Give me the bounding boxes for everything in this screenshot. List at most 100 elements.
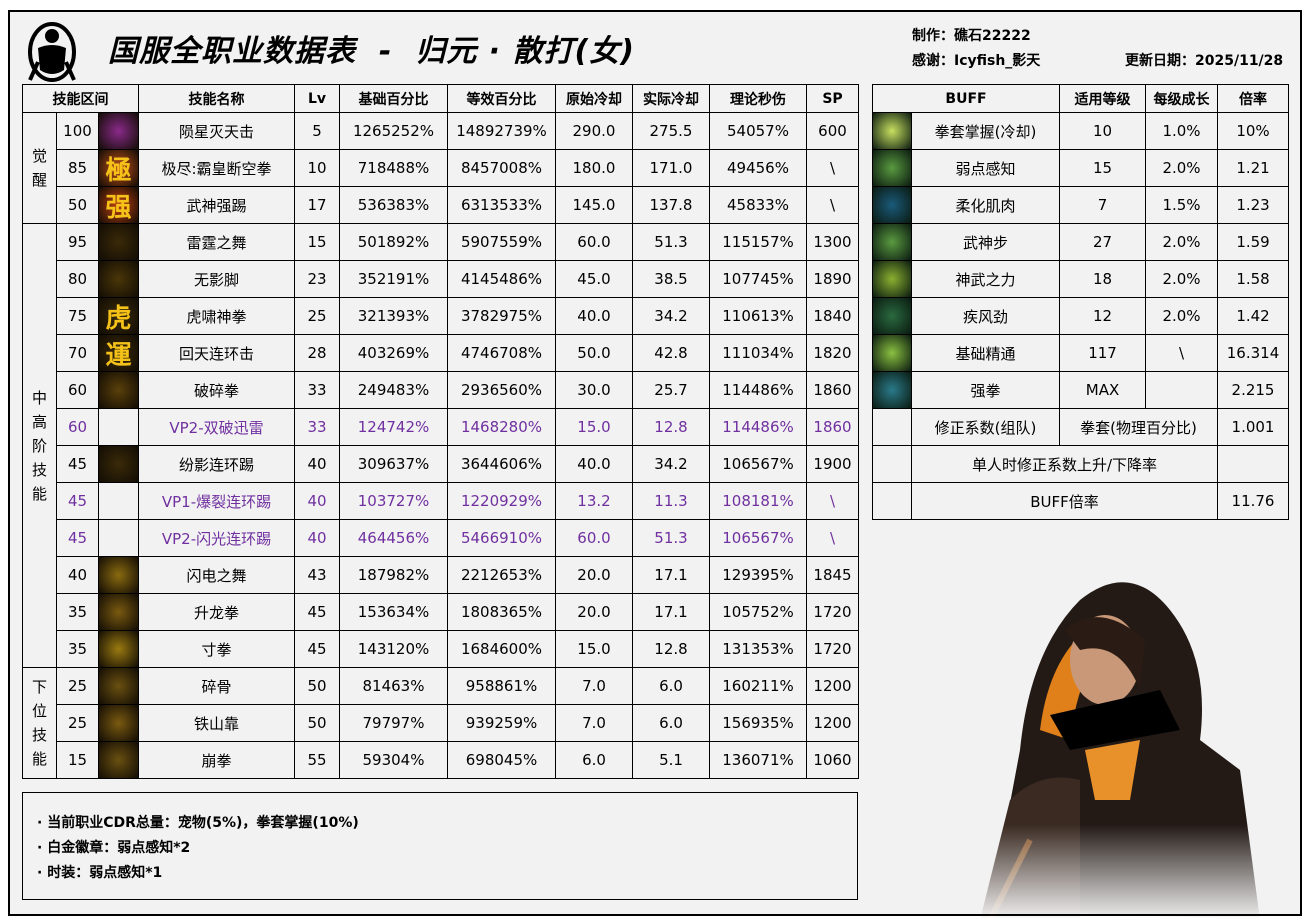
header-sp: SP (806, 84, 859, 113)
skill-row: 50 强武神强踢 17 536383% 6313533% 145.0 137.8 45833%… (23, 186, 859, 224)
base-cooldown: 60.0 (555, 223, 633, 261)
skill-group-label: 中高阶技能 (22, 223, 57, 668)
skill-sp: 1900 (806, 445, 859, 483)
theory-dps: 131353% (709, 630, 807, 668)
base-cooldown: 60.0 (555, 519, 633, 557)
weakness-sense-icon (873, 150, 911, 186)
skill-level: 25 (56, 704, 99, 742)
base-cooldown: 15.0 (555, 408, 633, 446)
skill-sp: 1840 (806, 297, 859, 335)
character-portrait (980, 582, 1260, 920)
equiv-percent: 5466910% (447, 519, 556, 557)
awaken-100-icon (99, 113, 138, 149)
correction-value: 1.001 (1217, 408, 1290, 446)
equiv-percent: 1684600% (447, 630, 556, 668)
real-cooldown: 51.3 (632, 223, 710, 261)
buff-row: 神武之力 18 2.0% 1.58 (872, 260, 1290, 298)
header-skill-range: 技能区间 (22, 84, 139, 113)
skill-row: 45 纷影连环踢 40 309637% 3644606% 40.0 34.2 106567% 1… (23, 445, 859, 483)
skill-name: 武神强踢 (138, 186, 295, 224)
base-cooldown: 6.0 (555, 741, 633, 779)
buff-rate: 1.21 (1217, 149, 1290, 187)
vp-skill-row: 45 VP2-闪光连环踢 40 464456% 5466910% 60.0 51.3 1065… (23, 519, 859, 557)
real-cooldown: 5.1 (632, 741, 710, 779)
skill-name: 寸拳 (138, 630, 295, 668)
skill-name: VP2-闪光连环踢 (138, 519, 295, 557)
base-cooldown: 290.0 (555, 112, 633, 150)
base-percent: 501892% (339, 223, 448, 261)
buff-table-header: BUFF 适用等级 每级成长 倍率 (871, 84, 1290, 113)
skill-level: 75 (56, 297, 99, 335)
equiv-percent: 1220929% (447, 482, 556, 520)
buff-row: 柔化肌肉 7 1.5% 1.23 (872, 186, 1290, 224)
skill-sp: 1860 (806, 408, 859, 446)
equiv-percent: 939259% (447, 704, 556, 742)
skill-icon-cell (98, 593, 139, 631)
buff-name: 柔化肌肉 (910, 186, 1061, 224)
theory-dps: 110613% (709, 297, 807, 335)
page-title: 国服全职业数据表 - 归元 · 散打(女) (108, 34, 635, 69)
base-percent: 464456% (339, 519, 448, 557)
skill-lv: 43 (294, 556, 340, 594)
skill-lv: 17 (294, 186, 340, 224)
buff-total-row: BUFF倍率 11.76 (872, 482, 1290, 520)
buff-name: 疾风劲 (910, 297, 1061, 335)
equiv-percent: 3644606% (447, 445, 556, 483)
note-cdr: · 当前职业CDR总量：宠物(5%)，拳套掌握(10%) (37, 815, 359, 831)
solo-rate-label: 单人时修正系数上升/下降率 (910, 445, 1219, 483)
base-cooldown: 13.2 (555, 482, 633, 520)
skill-row: 15 崩拳 55 59304% 698045% 6.0 5.1 136071% 1060 (23, 741, 859, 779)
gauntlet-mastery-icon (873, 113, 911, 149)
base-percent: 187982% (339, 556, 448, 594)
buff-icon-cell (872, 334, 912, 372)
buff-rate: 1.58 (1217, 260, 1290, 298)
skill-lv: 45 (294, 593, 340, 631)
buff-name: 弱点感知 (910, 149, 1061, 187)
base-percent: 81463% (339, 667, 448, 705)
real-cooldown: 34.2 (632, 445, 710, 483)
theory-dps: 49456% (709, 149, 807, 187)
skill-name: 破碎拳 (138, 371, 295, 409)
lightning-dance-icon (99, 557, 138, 593)
buff-growth: 1.0% (1145, 112, 1219, 150)
correction-label: 修正系数(组队) (910, 408, 1061, 446)
skill-sp: \ (806, 186, 859, 224)
skill-row: 80 无影脚 23 352191% 4145486% 45.0 38.5 107745% 189… (23, 260, 859, 298)
skill-sp: \ (806, 519, 859, 557)
empty-icon-cell (98, 482, 139, 520)
base-percent: 153634% (339, 593, 448, 631)
skill-lv: 25 (294, 297, 340, 335)
skill-sp: 1860 (806, 371, 859, 409)
real-cooldown: 17.1 (632, 593, 710, 631)
base-percent: 59304% (339, 741, 448, 779)
correction-row: 修正系数(组队) 拳套(物理百分比) 1.001 (872, 408, 1290, 446)
base-cooldown: 7.0 (555, 704, 633, 742)
buff-total-value: 11.76 (1217, 482, 1290, 520)
buff-row: 疾风劲 12 2.0% 1.42 (872, 297, 1290, 335)
skill-level: 15 (56, 741, 99, 779)
header-rate: 倍率 (1217, 84, 1290, 113)
skill-name: 碎骨 (138, 667, 295, 705)
note-avatar: · 时装：弱点感知*1 (37, 865, 163, 881)
skill-table: 技能区间 技能名称 Lv 基础百分比 等效百分比 原始冷却 实际冷却 理论秒伤 … (22, 84, 859, 779)
theory-dps: 105752% (709, 593, 807, 631)
base-cooldown: 145.0 (555, 186, 633, 224)
base-percent: 124742% (339, 408, 448, 446)
base-cooldown: 40.0 (555, 297, 633, 335)
buff-level: 15 (1059, 149, 1147, 187)
gale-force-icon (873, 298, 911, 334)
skill-icon-cell: 强 (98, 186, 139, 224)
buff-row: 武神步 27 2.0% 1.59 (872, 223, 1290, 261)
buff-level: 27 (1059, 223, 1147, 261)
skill-icon-cell: 極 (98, 149, 139, 187)
shadowless-kick-icon (99, 261, 138, 297)
skill-level: 35 (56, 593, 99, 631)
real-cooldown: 25.7 (632, 371, 710, 409)
buff-growth: \ (1145, 334, 1219, 372)
base-cooldown: 20.0 (555, 593, 633, 631)
header-buff: BUFF (871, 84, 1061, 113)
skill-row: 40 闪电之舞 43 187982% 2212653% 20.0 17.1 129395% 18… (23, 556, 859, 594)
skill-sp: \ (806, 482, 859, 520)
buff-row: 弱点感知 15 2.0% 1.21 (872, 149, 1290, 187)
skill-lv: 28 (294, 334, 340, 372)
